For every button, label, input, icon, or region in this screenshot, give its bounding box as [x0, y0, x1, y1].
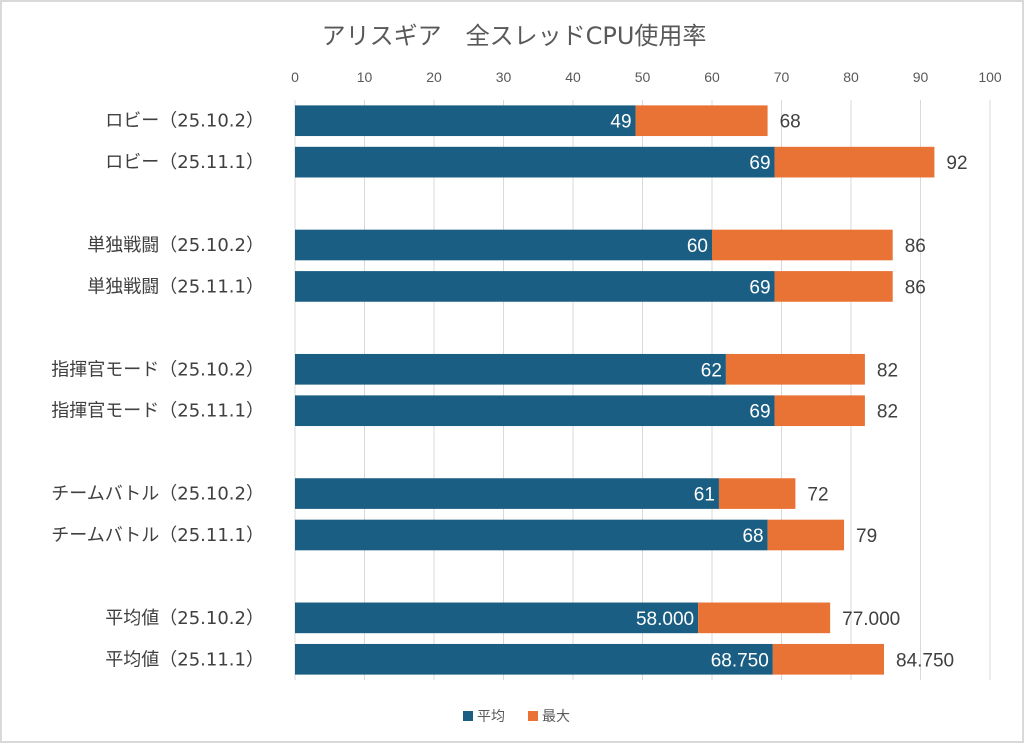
data-label-average: 62 [701, 360, 722, 381]
data-label-average: 68 [742, 526, 763, 547]
data-label-max: 86 [905, 236, 926, 257]
bar-average [295, 643, 773, 675]
bar-max [767, 519, 845, 551]
data-label-max: 82 [877, 360, 898, 381]
x-axis-ticks: 0 10 20 30 40 50 60 70 80 90 100 [291, 69, 1002, 85]
data-label-average: 60 [687, 236, 708, 257]
x-tick-label: 30 [496, 69, 512, 85]
category-label: 指揮官モード（25.11.1） [51, 401, 264, 422]
category-label: チームバトル（25.10.2） [51, 484, 264, 505]
bar-max [725, 353, 865, 385]
bars [295, 105, 935, 675]
bar-max [774, 146, 935, 178]
bar-average [295, 602, 699, 634]
bar-max [774, 271, 893, 302]
data-label-average: 69 [749, 153, 770, 174]
bar-average [295, 271, 775, 302]
data-label-average: 69 [749, 277, 770, 298]
data-label-max: 79 [856, 526, 877, 547]
category-label: 平均値（25.11.1） [105, 649, 264, 670]
legend-swatch-average [463, 711, 473, 721]
x-tick-label: 90 [913, 69, 929, 85]
category-label: ロビー（25.11.1） [105, 152, 264, 173]
category-label: 単独戦闘（25.10.2） [87, 235, 264, 256]
data-label-max: 84.750 [896, 650, 954, 671]
legend-swatch-max [528, 711, 538, 721]
bar-average [295, 146, 775, 178]
bar-max [772, 643, 885, 675]
data-label-max: 92 [946, 153, 967, 174]
bar-max [774, 395, 865, 427]
category-label: 指揮官モード（25.10.2） [51, 359, 264, 380]
x-tick-label: 50 [635, 69, 651, 85]
data-label-average: 58.000 [636, 609, 694, 630]
x-tick-label: 100 [978, 69, 1002, 85]
bar-max [698, 602, 831, 634]
category-label: ロビー（25.10.2） [105, 111, 264, 132]
data-label-max: 72 [807, 485, 828, 506]
data-label-max: 77.000 [842, 609, 900, 630]
data-label-max: 68 [780, 112, 801, 133]
x-tick-label: 60 [704, 69, 720, 85]
bar-average [295, 519, 768, 551]
data-label-average: 49 [610, 112, 631, 133]
category-label: 平均値（25.10.2） [105, 608, 264, 629]
legend: 平均 最大 [463, 709, 570, 725]
x-tick-label: 70 [774, 69, 790, 85]
bar-max [635, 105, 768, 137]
bar-average [295, 395, 775, 427]
category-label: チームバトル（25.11.1） [51, 525, 264, 546]
legend-label-max: 最大 [542, 709, 570, 725]
legend-label-average: 平均 [477, 709, 505, 725]
data-label-average: 61 [694, 485, 715, 506]
bar-average [295, 353, 726, 385]
category-labels: ロビー（25.10.2） ロビー（25.11.1） 単独戦闘（25.10.2） 単独戦… [51, 111, 264, 671]
bar-average [295, 229, 712, 261]
data-label-average: 68.750 [711, 650, 769, 671]
bar-average [295, 478, 719, 509]
x-tick-label: 0 [291, 69, 299, 85]
x-tick-label: 40 [565, 69, 581, 85]
bar-max [718, 478, 796, 509]
bar-max [712, 229, 893, 261]
data-labels: 49 68 69 92 60 86 69 86 62 82 69 82 61 72 68 79 58.000 77… [610, 112, 967, 672]
bar-average [295, 105, 636, 137]
x-tick-label: 10 [357, 69, 373, 85]
x-tick-label: 20 [426, 69, 442, 85]
gridlines [294, 100, 991, 680]
chart-title: アリスギア 全スレッドCPU使用率 [322, 22, 707, 50]
category-label: 単独戦闘（25.11.1） [87, 276, 264, 297]
data-label-max: 82 [877, 402, 898, 423]
x-tick-label: 80 [843, 69, 859, 85]
data-label-max: 86 [905, 277, 926, 298]
data-label-average: 69 [749, 402, 770, 423]
